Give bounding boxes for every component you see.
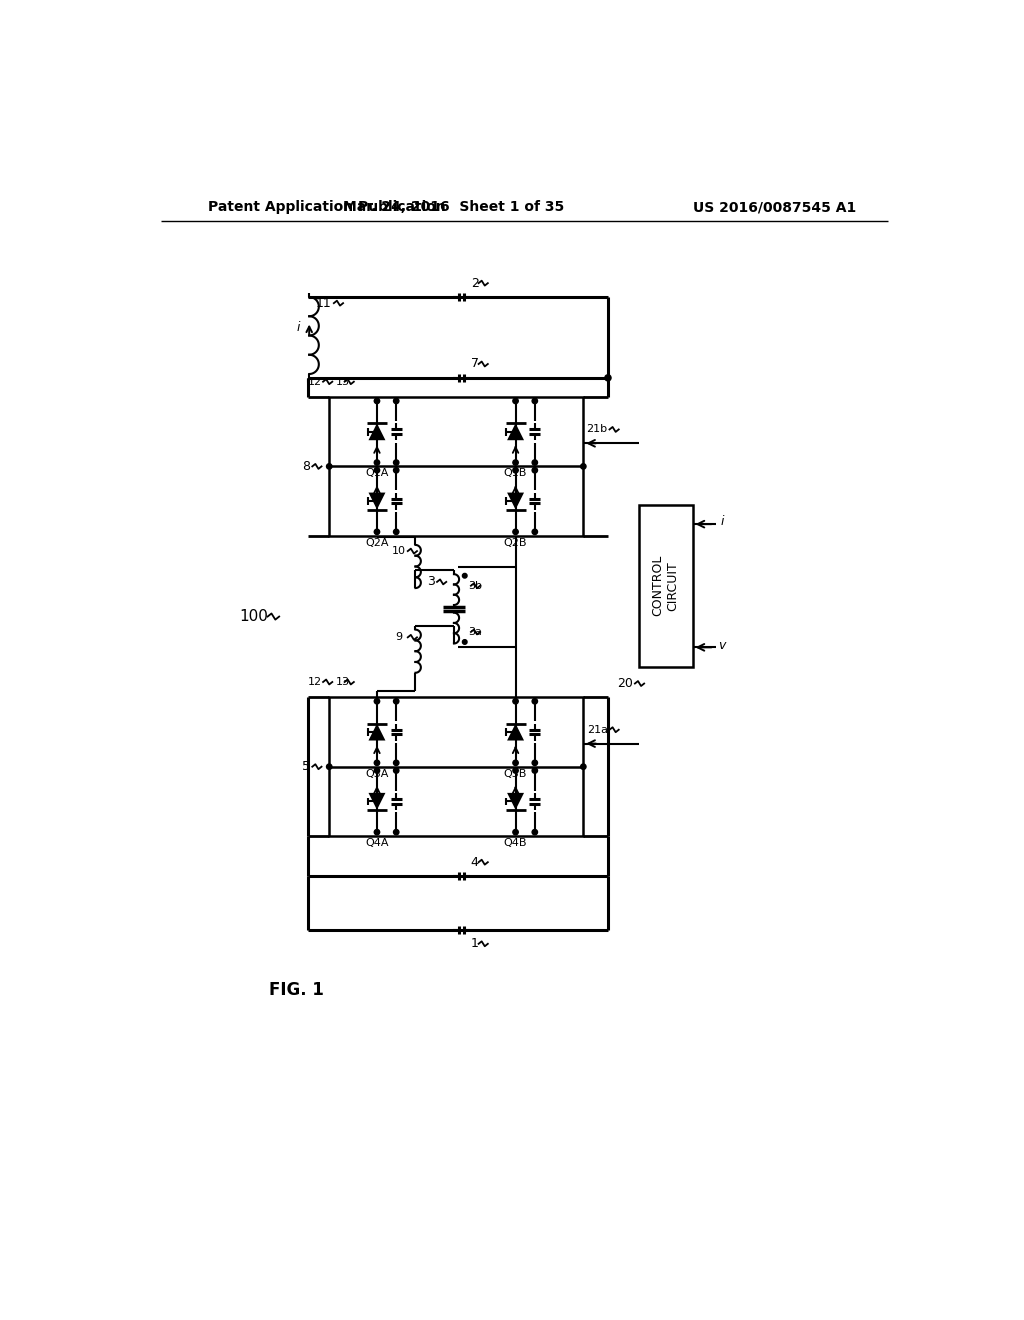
Text: i: i [720,515,724,528]
Text: 5: 5 [302,760,310,774]
Text: 13: 13 [336,376,349,387]
Text: 2: 2 [471,277,478,289]
Polygon shape [507,492,524,510]
Polygon shape [369,492,385,510]
Circle shape [513,459,518,465]
Text: 21a: 21a [587,725,607,735]
Polygon shape [507,723,524,741]
Text: 11: 11 [315,297,331,310]
Text: Q1A: Q1A [366,469,389,478]
Text: Q4A: Q4A [366,838,389,847]
Text: 3a: 3a [469,627,482,638]
Text: Q1B: Q1B [504,469,527,478]
Polygon shape [507,424,524,441]
Circle shape [581,764,586,770]
Circle shape [327,463,332,469]
Text: 20: 20 [617,677,633,690]
Circle shape [532,399,538,404]
Bar [330,697,584,836]
Text: 100: 100 [240,609,268,624]
Text: 8: 8 [302,459,310,473]
Circle shape [393,760,399,766]
Circle shape [532,760,538,766]
Circle shape [393,829,399,834]
Text: 3: 3 [427,576,435,589]
Text: Q2B: Q2B [504,537,527,548]
Text: 9: 9 [395,632,402,643]
Text: 3b: 3b [469,581,482,591]
Text: US 2016/0087545 A1: US 2016/0087545 A1 [692,201,856,214]
Circle shape [374,829,380,834]
Polygon shape [369,793,385,810]
Text: Q4B: Q4B [504,838,527,847]
Text: Q3A: Q3A [366,768,389,779]
Circle shape [393,529,399,535]
Circle shape [513,698,518,704]
Circle shape [393,459,399,465]
Text: FIG. 1: FIG. 1 [269,981,324,999]
Circle shape [393,399,399,404]
Polygon shape [369,424,385,441]
Text: 7: 7 [471,358,479,371]
Text: Mar. 24, 2016  Sheet 1 of 35: Mar. 24, 2016 Sheet 1 of 35 [343,201,564,214]
Circle shape [513,467,518,473]
Circle shape [513,829,518,834]
Circle shape [532,467,538,473]
Text: 12: 12 [307,677,322,686]
Circle shape [327,764,332,770]
Polygon shape [369,723,385,741]
Circle shape [374,399,380,404]
Circle shape [393,698,399,704]
Circle shape [393,768,399,774]
Circle shape [532,829,538,834]
Circle shape [581,463,586,469]
Text: 13: 13 [336,677,349,686]
Bar [639,506,692,667]
Circle shape [374,529,380,535]
Circle shape [513,529,518,535]
Circle shape [463,573,467,578]
Circle shape [374,467,380,473]
Circle shape [532,698,538,704]
Text: 10: 10 [391,546,406,556]
Text: 4: 4 [471,855,478,869]
Circle shape [513,768,518,774]
Circle shape [605,375,611,381]
Circle shape [463,640,467,644]
Text: 12: 12 [307,376,322,387]
Circle shape [532,529,538,535]
Circle shape [513,399,518,404]
Text: i: i [297,321,300,334]
Circle shape [513,760,518,766]
Polygon shape [507,793,524,810]
Text: v: v [718,639,726,652]
Circle shape [374,760,380,766]
Bar [330,397,584,536]
Circle shape [393,467,399,473]
Circle shape [374,768,380,774]
Text: Q2A: Q2A [366,537,389,548]
Text: CONTROL
CIRCUIT: CONTROL CIRCUIT [651,556,680,616]
Circle shape [532,768,538,774]
Text: 21b: 21b [587,425,607,434]
Circle shape [374,698,380,704]
Circle shape [532,459,538,465]
Text: 1: 1 [471,937,478,950]
Circle shape [374,459,380,465]
Text: Q3B: Q3B [504,768,527,779]
Text: Patent Application Publication: Patent Application Publication [208,201,445,214]
